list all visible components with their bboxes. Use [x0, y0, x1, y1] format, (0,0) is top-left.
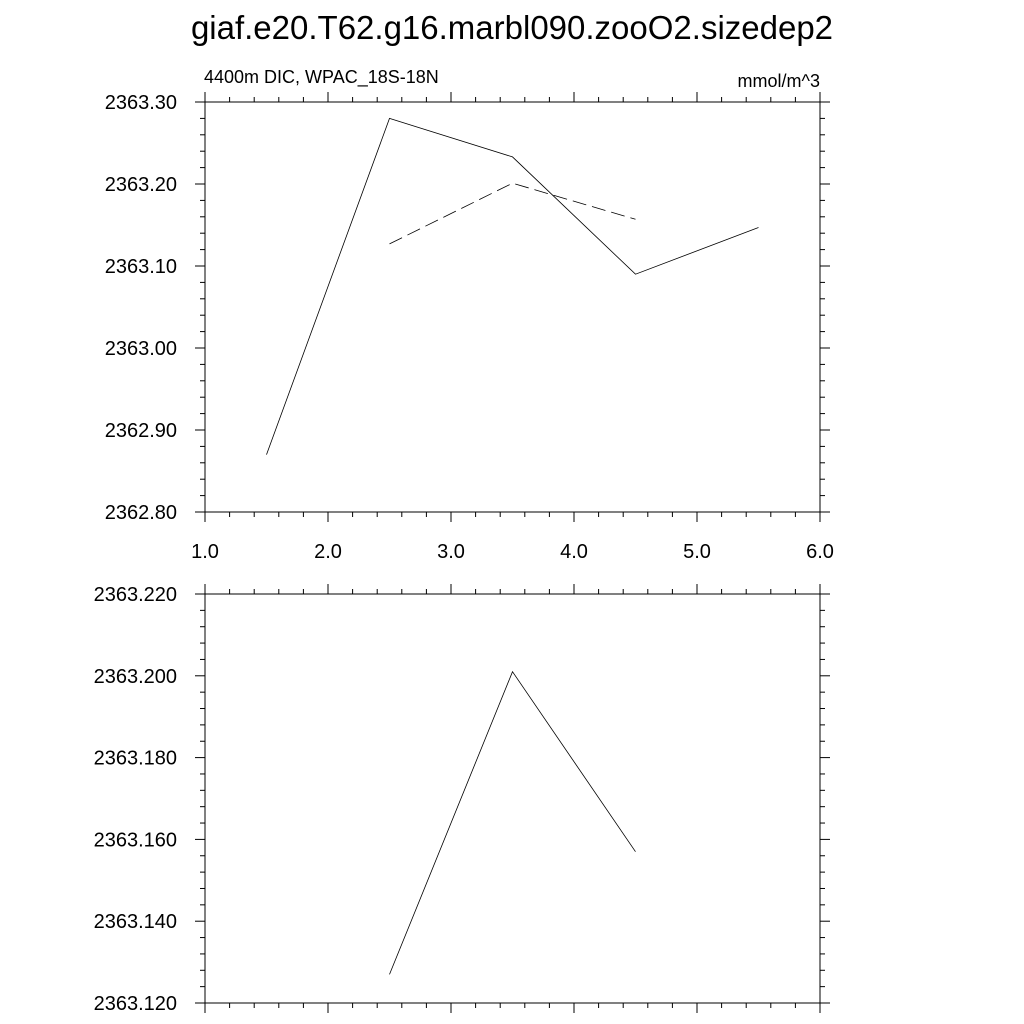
variable-region-label: 4400m DIC, WPAC_18S-18N — [204, 67, 439, 87]
y-tick-label: 2363.220 — [94, 584, 177, 606]
x-tick-label: 6.0 — [806, 541, 834, 563]
bottom-panel: 2363.120 2363.140 2363.160 2363.180 2363.200… — [94, 584, 830, 1015]
top-panel: 1.0 2.0 3.0 4.0 5.0 6.0 2362.80 2362.90 2363.00 2… — [105, 92, 834, 563]
chart-title: giaf.e20.T62.g16.marbl090.zooO2.sizedep2 — [190, 9, 834, 46]
y-tick-label: 2363.140 — [94, 911, 177, 933]
series-line-solid — [389, 670, 636, 975]
x-tick-label: 1.0 — [191, 541, 219, 563]
y-tick-label: 2362.90 — [105, 420, 177, 442]
y-tick-label: 2362.80 — [105, 502, 177, 524]
x-tick-label: 5.0 — [683, 541, 711, 563]
y-tick-label: 2363.160 — [94, 829, 177, 851]
y-tick-label: 2363.10 — [105, 256, 177, 278]
y-tick-label: 2363.20 — [105, 174, 177, 196]
y-tick-label: 2363.00 — [105, 338, 177, 360]
plot-frame — [204, 101, 821, 513]
y-tick-label: 2363.200 — [94, 666, 177, 688]
x-tick-label: 3.0 — [437, 541, 465, 563]
series-line-solid — [266, 117, 759, 455]
x-tick-label: 2.0 — [314, 541, 342, 563]
plot-frame — [204, 593, 821, 1004]
units-label: mmol/m^3 — [737, 71, 820, 91]
x-tick-label: 4.0 — [560, 541, 588, 563]
y-tick-label: 2363.180 — [94, 748, 177, 770]
y-tick-label: 2363.30 — [105, 92, 177, 114]
series-line-dashed — [389, 182, 636, 245]
y-tick-label: 2363.120 — [94, 993, 177, 1015]
